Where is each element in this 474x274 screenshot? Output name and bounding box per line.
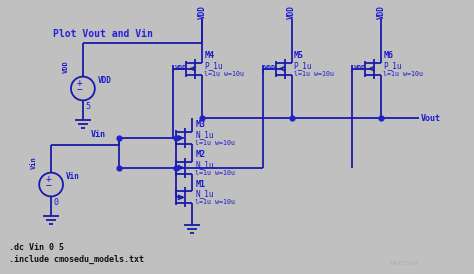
- Text: VDD: VDD: [174, 65, 186, 71]
- Text: −: −: [45, 181, 51, 192]
- Text: VDD: VDD: [198, 5, 207, 19]
- Text: 0: 0: [54, 198, 59, 207]
- Text: −: −: [77, 85, 83, 95]
- Text: Vin: Vin: [91, 130, 106, 139]
- Text: VDD: VDD: [377, 5, 386, 19]
- Text: VDD: VDD: [63, 60, 69, 73]
- Text: l=1u w=10u: l=1u w=10u: [294, 71, 334, 77]
- Text: MULTISIM: MULTISIM: [389, 261, 419, 266]
- Text: M1: M1: [195, 179, 205, 189]
- Text: 5: 5: [85, 102, 91, 111]
- Text: N_1u: N_1u: [195, 130, 214, 139]
- Text: M4: M4: [204, 51, 214, 60]
- Text: +: +: [77, 78, 83, 88]
- Text: l=1u w=10u: l=1u w=10u: [195, 199, 235, 206]
- Text: l=1u w=10u: l=1u w=10u: [383, 71, 423, 77]
- Text: VDD: VDD: [287, 5, 296, 19]
- Text: VDD: VDD: [353, 65, 365, 71]
- Text: Vout: Vout: [421, 114, 441, 123]
- Text: P_1u: P_1u: [294, 61, 312, 70]
- Text: N_1u: N_1u: [195, 189, 214, 198]
- Text: l=1u w=10u: l=1u w=10u: [195, 170, 235, 176]
- Text: M5: M5: [294, 51, 304, 60]
- Text: Vin: Vin: [31, 156, 37, 169]
- Text: Vin: Vin: [66, 172, 80, 181]
- Text: l=1u w=10u: l=1u w=10u: [195, 140, 235, 146]
- Text: N_1u: N_1u: [195, 160, 214, 169]
- Text: .include cmosedu_models.txt: .include cmosedu_models.txt: [9, 255, 145, 264]
- Text: M2: M2: [195, 150, 205, 159]
- Text: .dc Vin 0 5: .dc Vin 0 5: [9, 243, 64, 252]
- Text: P_1u: P_1u: [204, 61, 223, 70]
- Text: l=1u w=10u: l=1u w=10u: [204, 71, 244, 77]
- Text: Plot Vout and Vin: Plot Vout and Vin: [53, 29, 153, 39]
- Text: VDD: VDD: [264, 65, 276, 71]
- Text: M6: M6: [383, 51, 393, 60]
- Text: P_1u: P_1u: [383, 61, 401, 70]
- Text: M3: M3: [195, 120, 205, 129]
- Text: +: +: [45, 174, 51, 184]
- Text: VDD: VDD: [98, 76, 112, 85]
